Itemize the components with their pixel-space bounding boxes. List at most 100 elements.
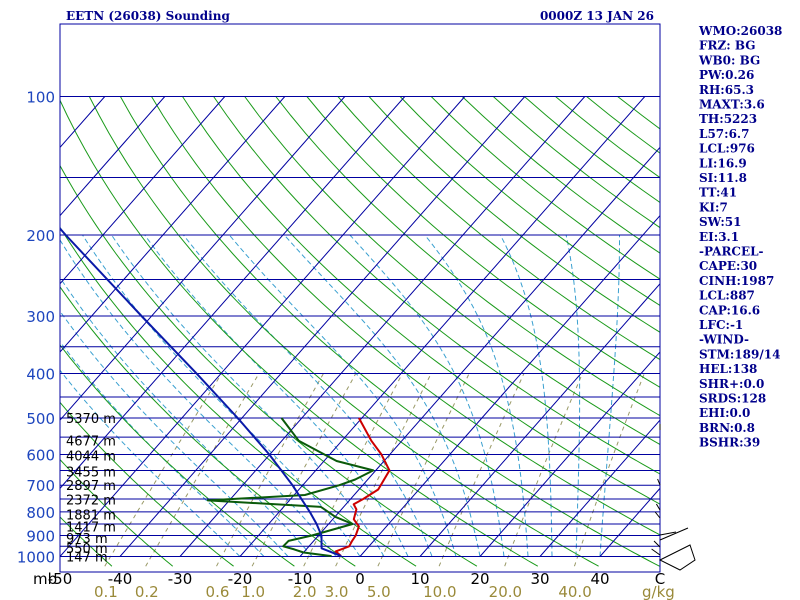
isotherm-line xyxy=(60,96,406,490)
dry-adiabat-line xyxy=(275,96,660,417)
index-line: CAP:16.6 xyxy=(699,303,760,317)
dry-adiabat-line xyxy=(60,344,295,567)
index-line: -WIND- xyxy=(699,333,749,347)
isotherm-line xyxy=(179,96,586,557)
isotherm-line xyxy=(239,96,646,557)
dry-adiabat-line xyxy=(368,96,660,333)
mixing-ratio-tick-label: 1.0 xyxy=(241,583,265,600)
isotherm-line xyxy=(299,146,660,557)
plot-frame xyxy=(59,23,661,573)
pressure-tick-label: 700 xyxy=(26,477,55,495)
moist-adiabat-line xyxy=(599,235,620,557)
pressure-tick-labels: 100 200 300 400 500 600 700 800 900 1000 xyxy=(17,89,55,567)
index-line: TH:5223 xyxy=(699,112,757,126)
isotherm-line xyxy=(359,214,660,557)
index-line: LFC:-1 xyxy=(699,318,743,332)
index-line: -PARCEL- xyxy=(699,245,764,259)
dry-adiabat-line xyxy=(60,164,478,567)
wind-barb xyxy=(658,527,696,571)
dry-adiabat-line xyxy=(60,458,174,567)
index-line: KI:7 xyxy=(699,200,728,214)
pressure-tick-label: 800 xyxy=(26,504,55,522)
index-line: SI:11.8 xyxy=(699,171,747,185)
chart-title: EETN (26038) Sounding xyxy=(66,9,230,23)
mixing-ratio-line xyxy=(438,373,525,567)
temperature-tick-label: -20 xyxy=(228,570,253,588)
index-line: WMO:26038 xyxy=(698,24,782,38)
isotherm-line xyxy=(60,96,346,421)
pressure-tick-label: 500 xyxy=(26,410,55,428)
dry-adiabat-line xyxy=(182,96,660,505)
temperature-tick-labels: -50 -40 -30 -20 -10 0 10 20 30 40 C xyxy=(48,570,665,588)
moist-adiabat-line xyxy=(565,234,581,557)
index-line: EI:3.1 xyxy=(699,230,739,244)
height-label: 973 m xyxy=(66,532,108,547)
dry-adiabat-line xyxy=(60,401,234,567)
index-line: LCL:976 xyxy=(699,142,755,156)
index-line: BSHR:39 xyxy=(699,436,760,450)
index-line: SRDS:128 xyxy=(699,392,766,406)
dry-adiabat-line xyxy=(244,96,660,446)
index-line: CAPE:30 xyxy=(699,259,757,273)
dry-adiabat-line xyxy=(306,96,660,388)
dry-adiabat-line xyxy=(151,96,660,536)
index-line: CINH:1987 xyxy=(699,274,774,288)
mixing-unit-label: g/kg xyxy=(642,583,675,600)
mixing-ratio-tick-label: 0.6 xyxy=(206,583,230,600)
pressure-tick-label: 200 xyxy=(26,227,55,245)
dry-adiabat-line xyxy=(60,99,539,567)
mixing-ratio-tick-labels: 0.1 0.2 0.6 1.0 2.0 3.0 5.0 10.0 20.0 40.0 xyxy=(94,583,592,600)
mixing-ratio-tick-label: 40.0 xyxy=(558,583,591,600)
height-label: 2897 m xyxy=(66,479,116,494)
isotherm-line xyxy=(119,96,526,557)
isotherm-line xyxy=(479,351,660,557)
isotherm-line xyxy=(60,96,166,217)
index-line: BRN:0.8 xyxy=(699,421,755,435)
mixing-ratio-tick-label: 0.1 xyxy=(94,583,118,600)
height-label: 3455 m xyxy=(66,465,116,480)
pressure-tick-label: 1000 xyxy=(17,549,55,567)
mixing-ratio-line xyxy=(104,373,223,567)
wind-barbs xyxy=(651,424,696,571)
temperature-tick-label: -30 xyxy=(168,570,193,588)
index-line: WB0: BG xyxy=(698,53,760,67)
dry-adiabat-line xyxy=(337,96,660,361)
height-label: 1881 m xyxy=(66,508,116,523)
chart-datetime: 0000Z 13 JAN 26 xyxy=(540,9,654,23)
mixing-ratio-tick-label: 0.2 xyxy=(135,583,159,600)
isotherm-line xyxy=(60,96,466,557)
dry-adiabat-line xyxy=(60,516,113,567)
mixing-ratio-line xyxy=(377,373,470,567)
pressure-tick-label: 400 xyxy=(26,365,55,383)
temperature-tick-label: 20 xyxy=(470,570,489,588)
dry-adiabat-line xyxy=(88,96,599,567)
mixing-ratio-line xyxy=(504,373,583,567)
dry-adiabat-line xyxy=(60,226,417,567)
mixing-ratio-tick-label: 20.0 xyxy=(489,583,522,600)
height-label: 550 m xyxy=(66,542,108,557)
index-line: STM:189/14 xyxy=(699,347,780,361)
mixing-ratio-line xyxy=(145,373,260,567)
isotherm-line xyxy=(539,419,660,557)
mixing-ratio-line xyxy=(303,373,403,567)
mixing-ratio-line xyxy=(251,373,357,567)
temperature-tick-label: 30 xyxy=(530,570,549,588)
pressure-tick-label: 600 xyxy=(26,446,55,464)
pressure-unit-label: mb xyxy=(33,570,57,588)
wind-barb xyxy=(655,503,661,511)
dry-adiabats xyxy=(60,96,660,567)
temperature-tick-label: 40 xyxy=(590,570,609,588)
index-line: FRZ: BG xyxy=(699,39,755,53)
height-label: 1417 m xyxy=(66,520,116,535)
height-label: 4044 m xyxy=(66,449,116,464)
mixing-ratio-tick-label: 5.0 xyxy=(367,583,391,600)
index-line: PW:0.26 xyxy=(699,68,754,82)
dry-adiabat-line xyxy=(399,96,660,307)
pressure-tick-label: 900 xyxy=(26,527,55,545)
parcel-path-line xyxy=(60,226,342,558)
height-label: 5370 m xyxy=(66,412,116,427)
